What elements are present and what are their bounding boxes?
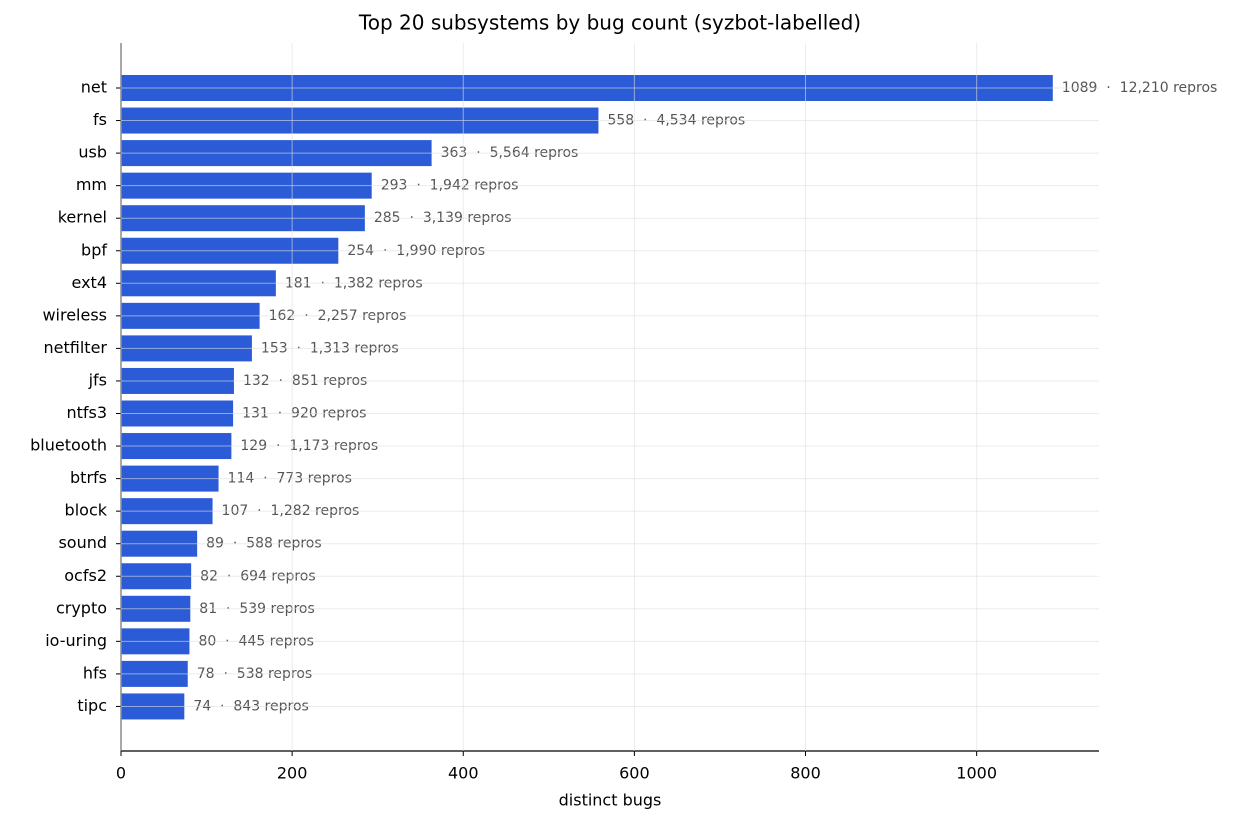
- y-tick-label: wireless: [42, 305, 107, 324]
- y-tick-label: ocfs2: [64, 566, 107, 585]
- y-tick-label: tipc: [77, 696, 107, 715]
- x-tick-label: 400: [448, 764, 479, 783]
- x-tick-label: 1000: [956, 764, 997, 783]
- y-tick-label: jfs: [88, 370, 107, 389]
- y-tick-label: bpf: [81, 240, 107, 259]
- x-tick-label: 600: [619, 764, 650, 783]
- value-label: 1089 · 12,210 repros: [1062, 80, 1218, 96]
- y-tick-label: mm: [76, 175, 107, 194]
- y-tick-label: hfs: [83, 663, 107, 682]
- y-tick-label: block: [65, 501, 108, 520]
- y-tick-label: net: [81, 78, 107, 97]
- chart-title: Top 20 subsystems by bug count (syzbot-l…: [358, 11, 861, 35]
- y-tick-label: netfilter: [44, 338, 108, 357]
- y-tick-label: io-uring: [45, 631, 107, 650]
- y-tick-label: usb: [78, 143, 107, 162]
- y-tick-label: sound: [58, 533, 107, 552]
- x-tick-label: 0: [116, 764, 126, 783]
- x-tick-label: 200: [277, 764, 308, 783]
- y-tick-label: bluetooth: [30, 436, 107, 455]
- y-tick-label: btrfs: [70, 468, 107, 487]
- x-tick-label: 800: [790, 764, 821, 783]
- y-tick-label: ntfs3: [66, 403, 107, 422]
- y-tick-label: fs: [93, 110, 107, 129]
- y-tick-label: kernel: [58, 208, 107, 227]
- y-tick-label: ext4: [72, 273, 107, 292]
- x-axis-label: distinct bugs: [559, 791, 662, 810]
- y-tick-label: crypto: [56, 598, 107, 617]
